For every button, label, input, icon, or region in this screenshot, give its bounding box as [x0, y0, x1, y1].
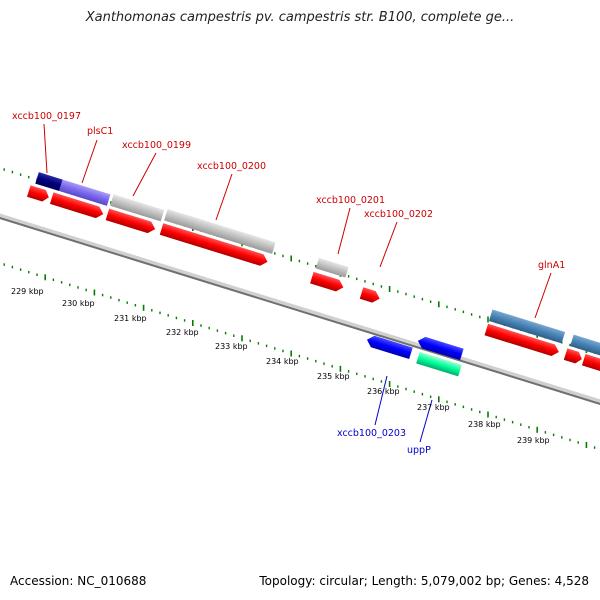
- cds-arrow[interactable]: [27, 185, 51, 203]
- feature-bar[interactable]: [164, 208, 276, 254]
- kbp-label: 234 kbp: [266, 357, 299, 366]
- kbp-label: 237 kbp: [417, 403, 450, 412]
- cds-arrow[interactable]: [159, 223, 270, 267]
- kbp-scale: 229 kbp 230 kbp 231 kbp 232 kbp 233 kbp …: [11, 287, 550, 445]
- cds-arrow[interactable]: [310, 271, 345, 293]
- reverse-feature-arrow[interactable]: [365, 334, 413, 360]
- feature-track: [27, 172, 600, 378]
- kbp-label: 232 kbp: [166, 328, 199, 337]
- map-title: Xanthomonas campestris pv. campestris st…: [85, 10, 515, 25]
- feature-bar[interactable]: [35, 172, 63, 192]
- gene-label[interactable]: xccb100_0203: [337, 428, 406, 439]
- feature-bar[interactable]: [315, 257, 349, 278]
- gene-label[interactable]: xccb100_0201: [316, 195, 385, 206]
- kbp-label: 236 kbp: [367, 387, 400, 396]
- kbp-label: 230 kbp: [62, 299, 95, 308]
- gene-label[interactable]: plsC1: [87, 126, 113, 137]
- backbone-line: [0, 213, 600, 405]
- kbp-label: 239 kbp: [517, 436, 550, 445]
- kbp-label: 229 kbp: [11, 287, 44, 296]
- topology-text: Topology: circular; Length: 5,079,002 bp…: [259, 574, 589, 588]
- gene-label[interactable]: glnA1: [538, 260, 565, 271]
- gene-label[interactable]: xccb100_0199: [122, 140, 191, 151]
- backbone-line-dark: [0, 217, 600, 405]
- label-leaders: [43, 123, 552, 443]
- feature-bar[interactable]: [110, 194, 165, 222]
- feature-bar[interactable]: [570, 334, 600, 358]
- gene-label[interactable]: uppP: [407, 445, 431, 456]
- cds-arrow[interactable]: [49, 192, 105, 219]
- accession-text: Accession: NC_010688: [10, 574, 147, 588]
- feature-bar[interactable]: [488, 309, 566, 344]
- cds-arrow[interactable]: [563, 348, 584, 364]
- cds-arrow[interactable]: [484, 323, 561, 358]
- cds-arrow[interactable]: [105, 208, 157, 235]
- feature-bar[interactable]: [59, 179, 111, 206]
- reverse-feature-arrow[interactable]: [416, 335, 464, 361]
- gene-label[interactable]: xccb100_0197: [12, 111, 81, 122]
- kbp-label: 238 kbp: [468, 420, 501, 429]
- kbp-label: 233 kbp: [215, 342, 248, 351]
- cds-arrow[interactable]: [359, 287, 382, 304]
- gene-labels: xccb100_0197 plsC1 xccb100_0199 xccb100_…: [12, 111, 565, 456]
- cds-arrow[interactable]: [581, 353, 600, 378]
- kbp-label: 231 kbp: [114, 314, 147, 323]
- gene-label[interactable]: xccb100_0202: [364, 209, 433, 220]
- gene-label[interactable]: xccb100_0200: [197, 161, 266, 172]
- feature-bar[interactable]: [416, 351, 462, 377]
- lower-tick-track: [3, 263, 596, 449]
- kbp-label: 235 kbp: [317, 372, 350, 381]
